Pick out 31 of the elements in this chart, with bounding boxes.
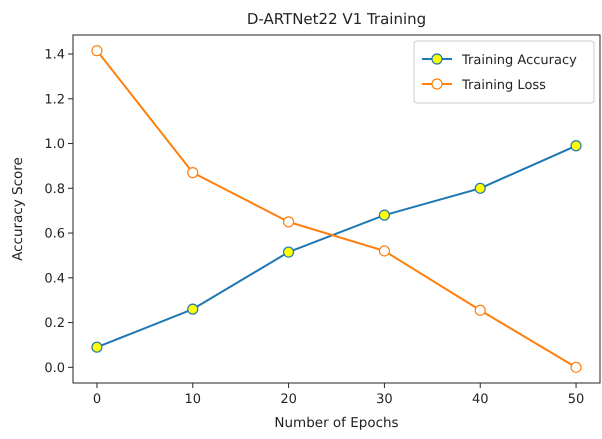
x-tick-label: 40 bbox=[472, 392, 488, 407]
point bbox=[91, 45, 103, 56]
point bbox=[91, 342, 103, 353]
point bbox=[187, 304, 198, 315]
legend-label: Training Accuracy bbox=[461, 53, 578, 68]
point bbox=[474, 304, 486, 316]
point bbox=[378, 245, 390, 257]
y-tick-label: 1.2 bbox=[44, 92, 65, 108]
chart-title: D-ARTNet22 V1 Training bbox=[246, 10, 426, 28]
point bbox=[474, 182, 486, 194]
point bbox=[570, 362, 582, 373]
x-axis-title: Number of Epochs bbox=[274, 415, 399, 431]
point bbox=[282, 246, 294, 258]
x-tick-label: 50 bbox=[568, 392, 584, 407]
y-tick-label: 1.4 bbox=[44, 48, 65, 63]
point bbox=[282, 216, 294, 228]
y-tick-label: 0.8 bbox=[44, 182, 65, 197]
legend-label: Training Loss bbox=[461, 78, 546, 93]
y-tick-label: 0.0 bbox=[44, 360, 65, 376]
point bbox=[378, 210, 390, 221]
x-tick-label: 30 bbox=[376, 392, 393, 407]
y-tick-label: 1.0 bbox=[44, 137, 65, 152]
x-tick-label: 10 bbox=[184, 392, 202, 407]
y-tick-label: 0.2 bbox=[44, 316, 65, 332]
point bbox=[187, 167, 198, 178]
x-tick-label: 0 bbox=[92, 392, 102, 407]
x-tick-label: 20 bbox=[280, 392, 297, 407]
y-axis-title: Accuracy Score bbox=[10, 157, 26, 261]
point bbox=[570, 140, 582, 152]
y-tick-label: 0.6 bbox=[44, 226, 65, 242]
y-tick-label: 0.4 bbox=[44, 271, 65, 286]
